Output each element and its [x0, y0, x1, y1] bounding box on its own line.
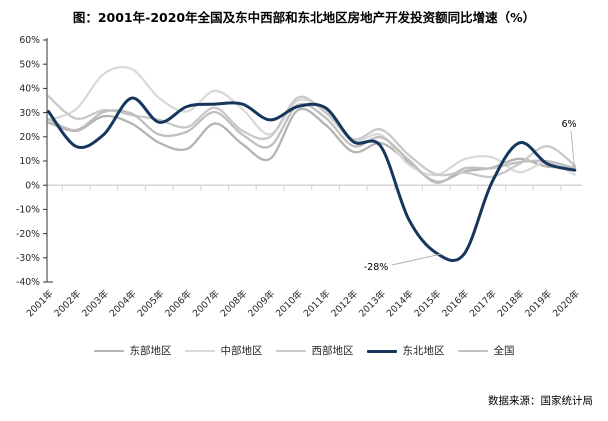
- data-source: 数据来源：国家统计局: [488, 395, 593, 407]
- annotation-label: 6%: [561, 119, 576, 130]
- y-axis-label: 30%: [19, 108, 40, 119]
- y-axis-label: 60%: [19, 35, 40, 46]
- x-axis-label: 2018年: [495, 288, 527, 320]
- legend-item-west: 西部地区: [275, 344, 354, 357]
- legend-swatch-west: [275, 350, 306, 352]
- legend-swatch-northeast: [366, 349, 397, 353]
- legend-swatch-central: [184, 350, 215, 352]
- annotation-label: -28%: [364, 262, 389, 273]
- legend-label-east: 东部地区: [129, 344, 172, 357]
- y-axis-label: 20%: [19, 132, 40, 143]
- legend-item-central: 中部地区: [184, 344, 263, 357]
- annotation-leader: [570, 130, 575, 167]
- legend-label-national: 全国: [493, 344, 515, 357]
- y-axis-label: 40%: [19, 84, 40, 95]
- legend-swatch-national: [457, 350, 488, 352]
- x-axis-label: 2005年: [135, 288, 167, 320]
- legend-label-west: 西部地区: [311, 344, 354, 357]
- x-axis-label: 2013年: [356, 288, 388, 320]
- legend-label-central: 中部地区: [220, 344, 263, 357]
- chart-title: 图：2001年-2020年全国及东中西部和东北地区房地产开发投资额同比增速（%）: [72, 10, 536, 25]
- y-axis-label: 50%: [19, 59, 40, 70]
- legend-swatch-east: [93, 350, 124, 352]
- series-line-east: [47, 107, 576, 183]
- x-axis-label: 2019年: [522, 288, 554, 320]
- y-axis-label: -10%: [16, 205, 40, 216]
- x-axis-label: 2007年: [190, 288, 222, 320]
- legend-item-northeast: 东北地区: [366, 344, 445, 357]
- y-axis-label: -40%: [16, 277, 40, 288]
- x-axis-label: 2001年: [24, 288, 56, 320]
- x-axis-label: 2003年: [79, 288, 111, 320]
- x-axis-label: 2012年: [329, 288, 361, 320]
- series-line-national: [47, 102, 576, 184]
- x-axis-label: 2010年: [273, 288, 305, 320]
- x-axis-label: 2011年: [301, 288, 333, 320]
- series-line-west: [47, 95, 576, 179]
- legend-label-northeast: 东北地区: [402, 344, 445, 357]
- y-axis-label: -20%: [16, 229, 40, 240]
- legend-item-national: 全国: [457, 344, 515, 357]
- y-axis-label: 0%: [25, 180, 40, 191]
- annotation-leader: [391, 253, 442, 266]
- x-axis-label: 2020年: [550, 288, 582, 320]
- x-axis-label: 2017年: [467, 288, 499, 320]
- x-axis-label: 2009年: [245, 288, 277, 320]
- x-axis-label: 2016年: [439, 288, 471, 320]
- chart-canvas: 60% 50% 40% 30% 20% 10% 0% -10% -20% -30% -40%2001…: [16, 35, 582, 320]
- x-axis-label: 2008年: [218, 288, 250, 320]
- x-axis-label: 2006年: [162, 288, 194, 320]
- chart-legend: 东部地区 中部地区 西部地区 东北地区 全国: [0, 341, 608, 361]
- x-axis-label: 2015年: [412, 288, 444, 320]
- x-axis-label: 2002年: [52, 288, 84, 320]
- x-axis-label: 2014年: [384, 288, 416, 320]
- x-axis-label: 2004年: [107, 288, 139, 320]
- y-axis-label: 10%: [19, 156, 40, 167]
- legend-item-east: 东部地区: [93, 344, 172, 357]
- series-line-northeast: [47, 96, 577, 263]
- y-axis-label: -30%: [16, 253, 40, 264]
